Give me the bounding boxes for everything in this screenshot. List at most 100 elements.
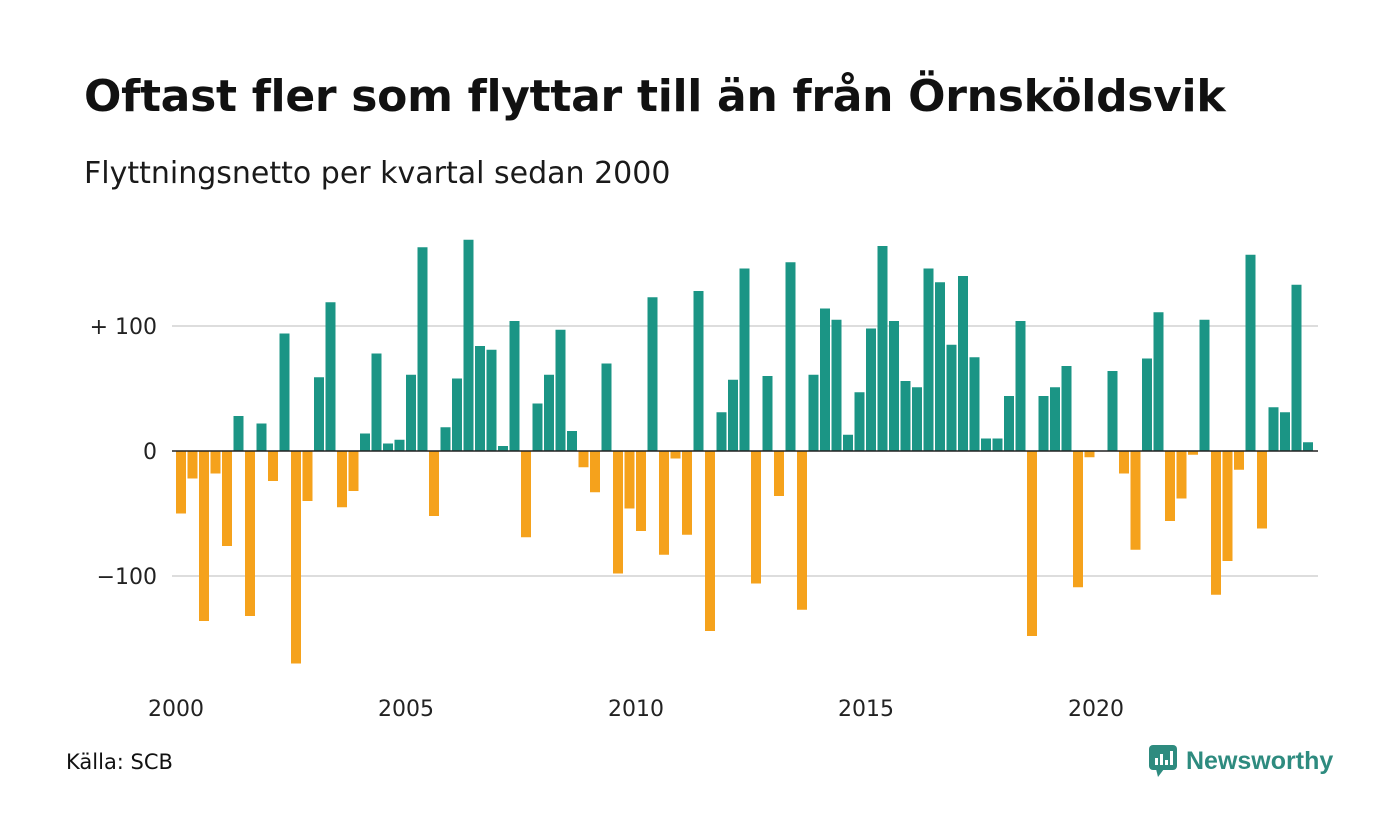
bar (268, 451, 278, 481)
bar (406, 374, 416, 451)
bar (785, 262, 796, 451)
bar (417, 247, 428, 451)
bar (900, 381, 911, 451)
bar (1015, 321, 1026, 451)
bar (774, 451, 784, 496)
bar (486, 349, 497, 451)
bar (1153, 312, 1164, 451)
x-tick-label: 2015 (838, 697, 894, 722)
bar (866, 328, 876, 451)
bar (1199, 319, 1210, 451)
bar (314, 377, 324, 451)
x-tick-label: 2000 (148, 697, 204, 722)
brand-logo: Newsworthy (1148, 744, 1333, 778)
bar (199, 451, 209, 621)
bar (831, 319, 842, 451)
bar (279, 333, 290, 451)
bar (946, 344, 957, 451)
bar (532, 403, 543, 451)
bar (1142, 358, 1152, 451)
bar (1291, 284, 1302, 451)
bar (210, 451, 221, 474)
bar (1280, 412, 1290, 451)
chart-title: Oftast fler som flyttar till än från Örn… (84, 71, 1226, 122)
bar (498, 446, 508, 451)
bar (187, 451, 198, 479)
x-tick-label: 2020 (1068, 697, 1124, 722)
y-tick-label: + 100 (90, 315, 157, 340)
bar (739, 268, 750, 451)
bar (371, 353, 382, 451)
bar (1073, 451, 1083, 588)
bar (624, 451, 635, 509)
bar (820, 308, 830, 451)
bar (912, 387, 922, 451)
bar (762, 376, 773, 451)
bar (578, 451, 589, 468)
bar (1119, 451, 1129, 474)
bar (682, 451, 692, 535)
bar (544, 374, 554, 451)
bar (1004, 396, 1014, 451)
bar (797, 451, 807, 610)
axes: + 100 0 −100 2000 2005 2010 2015 2020 (90, 315, 1318, 722)
bar (751, 451, 761, 584)
bar (670, 451, 681, 459)
bar (659, 451, 669, 555)
bar (245, 451, 255, 616)
bar (1061, 366, 1072, 451)
bar (935, 282, 945, 451)
bar (728, 379, 738, 451)
y-tick-label: 0 (143, 440, 157, 465)
bar (1211, 451, 1221, 595)
bar (636, 451, 646, 531)
bar (176, 451, 186, 514)
bar (1234, 451, 1244, 470)
newsworthy-chart-bubble-icon (1149, 745, 1177, 777)
bar (613, 451, 623, 574)
x-tick-label: 2005 (378, 697, 434, 722)
bar (383, 443, 393, 451)
bar (705, 451, 715, 631)
bar (222, 451, 232, 546)
bar (647, 297, 658, 451)
bar (302, 451, 313, 501)
brand-name: Newsworthy (1186, 746, 1334, 775)
bar (1107, 371, 1118, 451)
bar (808, 374, 819, 451)
chart-subtitle: Flyttningsnetto per kvartal sedan 2000 (84, 156, 671, 191)
bar (521, 451, 531, 538)
bar (509, 321, 520, 451)
bar (1303, 442, 1313, 451)
bar (337, 451, 347, 508)
bar (429, 451, 439, 516)
bar (1245, 254, 1256, 451)
bar (854, 392, 865, 451)
bar (590, 451, 600, 493)
bar (601, 363, 612, 451)
bar (1176, 451, 1187, 499)
bar (440, 427, 451, 451)
bar (452, 378, 462, 451)
bar (693, 291, 704, 451)
bar (1027, 451, 1037, 636)
bar (394, 439, 405, 451)
bar (1257, 451, 1267, 529)
bar (1038, 396, 1049, 451)
bar (1188, 451, 1198, 455)
bar (1130, 451, 1141, 550)
bar (291, 451, 301, 664)
bar (256, 423, 267, 451)
bar (843, 434, 853, 451)
bar (325, 302, 336, 451)
bar (1050, 387, 1060, 451)
bar (716, 412, 727, 451)
bar (1268, 407, 1279, 451)
y-tick-label: −100 (97, 565, 157, 590)
bar (1222, 451, 1233, 561)
bar (958, 276, 968, 451)
bar (889, 321, 899, 451)
bar (992, 438, 1003, 451)
bar (877, 246, 888, 451)
